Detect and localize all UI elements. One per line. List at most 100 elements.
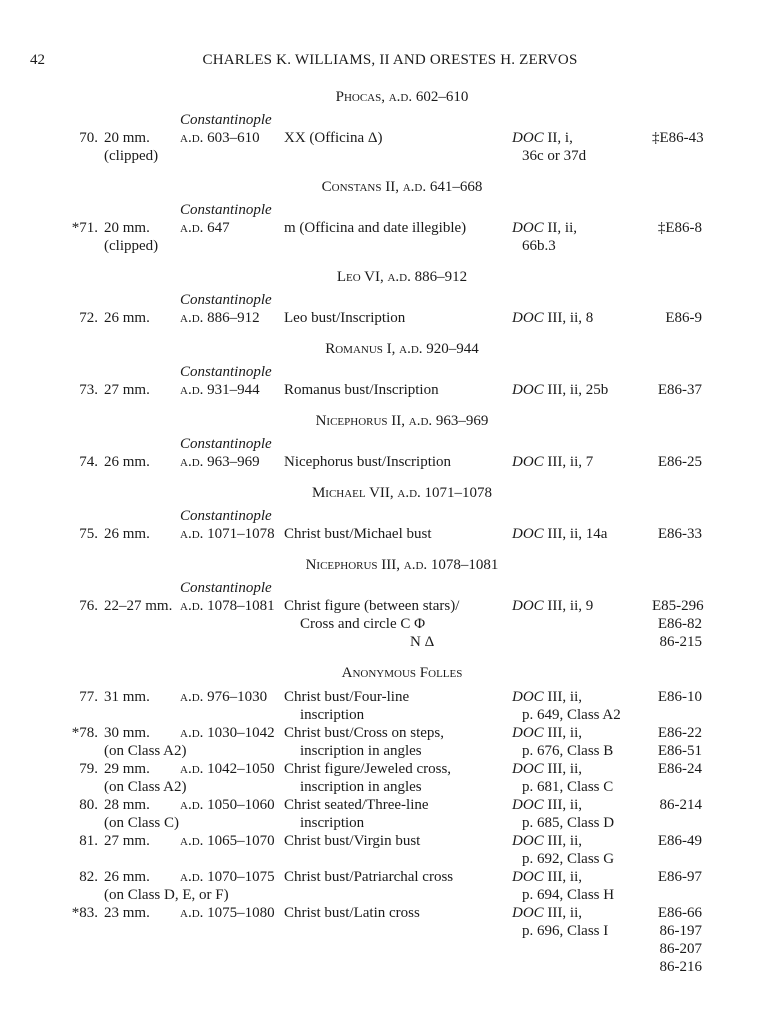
reference-text: III, ii, bbox=[547, 833, 582, 849]
inventory-number: E86-9 bbox=[665, 310, 702, 326]
doc-abbrev: DOC bbox=[512, 689, 544, 705]
catalogue-entry: Constantinople *71. 20 mm. (clipped) a.d. 64… bbox=[0, 201, 780, 255]
reference-text: III, ii, bbox=[547, 689, 582, 705]
date-range: 1065–1070 bbox=[207, 833, 275, 849]
catalogue-entry: 79. 29 mm. (on Class A2) a.d. 1042–1050 Chri… bbox=[0, 760, 780, 796]
reference: p. 649, Class A2 bbox=[512, 706, 652, 724]
era-label: a.d. bbox=[180, 797, 204, 813]
coin-description: Romanus bust/Inscription bbox=[284, 382, 439, 398]
era-label: a.d. bbox=[180, 130, 204, 146]
reference: DOC III, ii, 7 bbox=[512, 453, 652, 471]
inventory-number: 86-216 bbox=[659, 959, 703, 975]
section-heading: Romanus I, a.d. 920–944 bbox=[325, 341, 479, 357]
doc-abbrev: DOC bbox=[512, 869, 544, 885]
reference: DOC III, ii, bbox=[512, 832, 652, 850]
reference-text: III, ii, bbox=[547, 905, 582, 921]
reference: p. 681, Class C bbox=[512, 778, 652, 796]
date-range: 1030–1042 bbox=[207, 725, 275, 741]
inventory-number: 86-197 bbox=[659, 923, 703, 939]
reference-text: III, ii, bbox=[547, 761, 582, 777]
coin-description: inscription bbox=[300, 815, 365, 831]
reference: p. 694, Class H bbox=[512, 886, 652, 904]
entry-number: 74. bbox=[79, 454, 98, 470]
catalogue-section: Nicephorus III, a.d. 1078–1081 Constantin… bbox=[0, 556, 780, 651]
date-range: 1042–1050 bbox=[207, 761, 275, 777]
date-range: 976–1030 bbox=[207, 689, 268, 705]
entry-number: 70. bbox=[79, 130, 98, 146]
coin-description: Leo bust/Inscription bbox=[284, 310, 406, 326]
coin-date: a.d. 1078–1081 bbox=[180, 597, 284, 615]
entry-number: 77. bbox=[79, 689, 98, 705]
reference-text: III, ii, 25b bbox=[547, 382, 609, 398]
doc-abbrev: DOC bbox=[512, 905, 544, 921]
entry-number: 72. bbox=[79, 310, 98, 326]
coin-description: Nicephorus bust/Inscription bbox=[284, 454, 452, 470]
inventory-number: ‡E86-43 bbox=[652, 130, 704, 146]
section-heading: Nicephorus III, a.d. 1078–1081 bbox=[305, 557, 499, 573]
coin-size: 26 mm. bbox=[104, 454, 150, 470]
inventory-number: 86-207 bbox=[659, 941, 703, 957]
reference-text: p. 696, Class I bbox=[522, 923, 609, 939]
reference-text: III, ii, 9 bbox=[547, 598, 594, 614]
reference-text: p. 685, Class D bbox=[522, 815, 615, 831]
inventory-number: E86-25 bbox=[657, 454, 702, 470]
coin-description: N Δ bbox=[410, 634, 435, 650]
doc-abbrev: DOC bbox=[512, 598, 544, 614]
reference-text: 66b.3 bbox=[522, 238, 556, 254]
reference: DOC III, ii, bbox=[512, 796, 652, 814]
coin-size: 22–27 mm. bbox=[104, 598, 173, 614]
coin-description: Christ bust/Patriarchal cross bbox=[284, 869, 454, 885]
coin-description: XX (Officina Δ) bbox=[284, 130, 383, 146]
catalogue-entry: 77. 31 mm. a.d. 976–1030 Christ bust/Four-l… bbox=[0, 688, 780, 724]
coin-date: a.d. 1065–1070 bbox=[180, 832, 284, 850]
catalogue: Phocas, a.d. 602–610 Constantinople 70. 20 … bbox=[0, 88, 780, 976]
doc-abbrev: DOC bbox=[512, 130, 544, 146]
coin-description: Christ bust/Virgin bust bbox=[284, 833, 421, 849]
catalogue-section: Michael VII, a.d. 1071–1078 Constantinopl… bbox=[0, 484, 780, 543]
entry-number: 80. bbox=[79, 797, 98, 813]
doc-abbrev: DOC bbox=[512, 725, 544, 741]
doc-abbrev: DOC bbox=[512, 833, 544, 849]
mint-name: Constantinople bbox=[180, 292, 272, 308]
date-range: 1078–1081 bbox=[207, 598, 275, 614]
reference-text: p. 694, Class H bbox=[522, 887, 615, 903]
section-heading: Phocas, a.d. 602–610 bbox=[335, 89, 469, 105]
date-range: 647 bbox=[207, 220, 230, 236]
coin-description: m (Officina and date illegible) bbox=[284, 220, 467, 236]
coin-size: 28 mm. bbox=[104, 797, 150, 813]
coin-date: a.d. 976–1030 bbox=[180, 688, 284, 706]
catalogue-entry: Constantinople 74. 26 mm. a.d. 963–969 Nicep… bbox=[0, 435, 780, 471]
reference: DOC III, ii, 8 bbox=[512, 309, 652, 327]
coin-size: 31 mm. bbox=[104, 689, 150, 705]
reference: DOC II, ii, bbox=[512, 219, 652, 237]
entry-number: 81. bbox=[79, 833, 98, 849]
entry-number: 79. bbox=[79, 761, 98, 777]
inventory-number: E86-33 bbox=[657, 526, 702, 542]
entry-number: 76. bbox=[79, 598, 98, 614]
coin-description: inscription in angles bbox=[300, 743, 422, 759]
coin-description: Christ figure (between stars)/ bbox=[284, 598, 460, 614]
section-heading: Constans II, a.d. 641–668 bbox=[321, 179, 483, 195]
era-label: a.d. bbox=[180, 310, 204, 326]
date-range: 886–912 bbox=[207, 310, 260, 326]
mint-name: Constantinople bbox=[180, 580, 272, 596]
reference-text: p. 692, Class G bbox=[522, 851, 615, 867]
date-range: 1075–1080 bbox=[207, 905, 275, 921]
catalogue-section: Romanus I, a.d. 920–944 Constantinople 73.… bbox=[0, 340, 780, 399]
coin-description: inscription bbox=[300, 707, 365, 723]
era-label: a.d. bbox=[180, 454, 204, 470]
coin-date: a.d. 1070–1075 bbox=[180, 868, 284, 886]
running-title: CHARLES K. WILLIAMS, II AND ORESTES H. Z… bbox=[202, 52, 578, 68]
mint-name: Constantinople bbox=[180, 202, 272, 218]
coin-size: (on Class D, E, or F) bbox=[104, 887, 229, 903]
section-heading: Anonymous Folles bbox=[341, 665, 463, 681]
mint-name: Constantinople bbox=[180, 436, 272, 452]
reference: 36c or 37d bbox=[512, 147, 652, 165]
date-range: 1070–1075 bbox=[207, 869, 275, 885]
catalogue-entry: Constantinople 76. 22–27 mm. a.d. 1078–1081… bbox=[0, 579, 780, 651]
coin-size: 27 mm. bbox=[104, 382, 150, 398]
era-label: a.d. bbox=[180, 761, 204, 777]
reference-text: p. 649, Class A2 bbox=[522, 707, 621, 723]
catalogue-entry: 81. 27 mm. a.d. 1065–1070 Christ bust/Virgi… bbox=[0, 832, 780, 868]
catalogue-entry: *83. 23 mm. a.d. 1075–1080 Christ bust/Lati… bbox=[0, 904, 780, 976]
